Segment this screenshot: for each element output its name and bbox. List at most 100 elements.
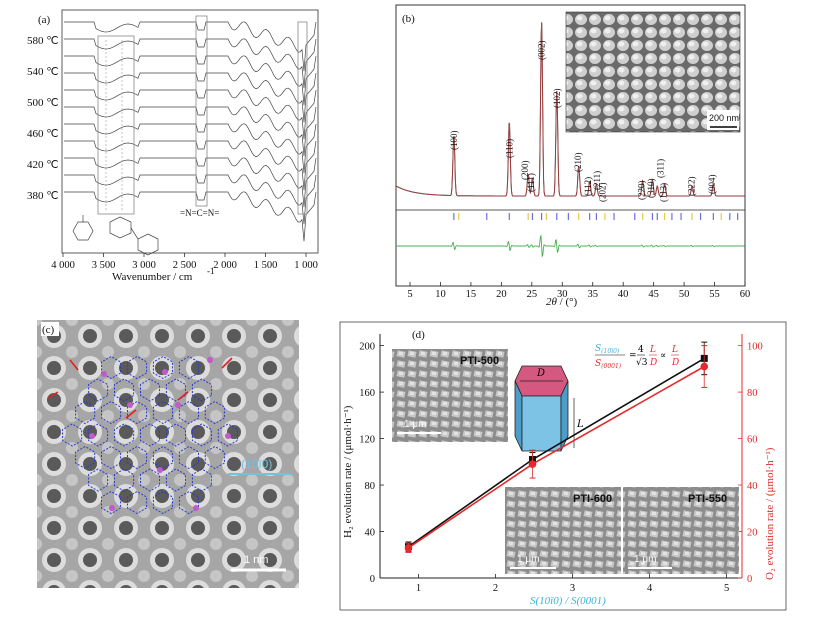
arrow-marker	[221, 357, 233, 369]
right-y-label: O₂ evolution rate / (μmol·h⁻¹)	[764, 447, 776, 580]
panel-a-xlabel-sup: -1	[207, 266, 215, 276]
data-point	[700, 362, 709, 371]
triazine-ring	[101, 490, 122, 515]
triazine-ring	[101, 355, 122, 380]
panel-b-xtick: 30	[557, 289, 568, 300]
right-axis-ticks: 0 20 40 60 80 100	[738, 342, 763, 585]
peak-label: (112)	[583, 177, 593, 196]
xrd-pattern	[395, 22, 745, 197]
x-tick: 2	[493, 583, 498, 594]
temperature-label: 420 ℃	[27, 159, 59, 171]
xrd-calculated	[395, 22, 745, 197]
peak-label: (102)	[552, 89, 562, 109]
peak-label: (111)	[526, 173, 536, 192]
panel-b: (b) (100) (110)(200)(111)(002)(102)(210)(…	[395, 4, 750, 308]
triazine-ring	[204, 445, 225, 470]
panel-a-xtick: 2 500	[173, 260, 197, 271]
triazine-ring	[62, 423, 83, 447]
scale-bar-c-label: 1 nm	[244, 554, 268, 566]
ftir-trace	[64, 21, 317, 72]
triazine-ring	[178, 355, 199, 380]
data-point	[528, 460, 537, 468]
triazine-ring	[152, 490, 173, 515]
peak-label: (113)	[658, 183, 668, 202]
triazine-ring	[127, 400, 148, 425]
triazine-ring	[165, 378, 186, 402]
ftir-trace	[64, 38, 317, 89]
pti550-label: PTI-550	[688, 493, 727, 505]
prism-l-label: L	[576, 419, 584, 430]
x-tick: 1	[416, 583, 421, 594]
svg-text:D: D	[649, 358, 657, 368]
left-axis-ticks: 0 40 80 120 160 200	[359, 342, 384, 585]
pti500-label: PTI-500	[460, 355, 499, 367]
panel-b-xlabel: 2θ / (°)	[546, 296, 578, 308]
right-ytick: 100	[747, 342, 763, 353]
data-point	[404, 543, 413, 552]
panel-a: (a) 580 ℃ 540 ℃ 500 ℃ 460 ℃ 420 ℃ 380 ℃ =N=C=…	[27, 9, 319, 283]
temperature-label: 380 ℃	[27, 190, 59, 202]
ftir-trace	[64, 72, 317, 123]
atom-marker	[225, 433, 231, 439]
peak-labels: (100) (110) (200)(111) (002) (102) (210)(112)…	[449, 41, 717, 203]
residual-trace	[396, 234, 745, 258]
arrow-marker	[177, 391, 189, 401]
triazine-ring	[75, 445, 96, 470]
triazine-ring	[191, 468, 212, 492]
panel-a-xtick: 2 000	[213, 260, 237, 271]
peak-label: (200)	[520, 161, 530, 181]
melamine-structure-icon	[72, 215, 159, 256]
panel-d-label: (d)	[412, 329, 425, 341]
triazine-ring	[88, 468, 109, 492]
triazine-ring	[165, 468, 186, 492]
left-ytick: 120	[359, 435, 375, 446]
panel-b-xtick: 55	[709, 289, 720, 300]
panel-b-xtick: 15	[466, 289, 477, 300]
svg-text:D: D	[671, 358, 679, 368]
atom-marker	[207, 357, 213, 363]
svg-text:L: L	[649, 345, 656, 355]
triazine-ring	[191, 423, 212, 447]
x-axis-label: S(10ī0) / S(0001)	[530, 595, 606, 607]
scale-bar-b: 200 nm	[709, 113, 739, 123]
x-tick: 3	[570, 583, 575, 594]
peak-label: (202)	[598, 183, 608, 203]
triazine-ring	[152, 355, 173, 380]
triazine-region-box	[297, 21, 308, 215]
svg-text:S(0001): S(0001)	[595, 359, 622, 370]
panel-a-xtick: 3 500	[92, 260, 116, 271]
bragg-positions	[453, 213, 739, 220]
atom-marker	[89, 433, 95, 439]
svg-text:=: =	[629, 351, 637, 361]
temperature-label: 580 ℃	[27, 35, 59, 47]
panel-b-xtick: 10	[435, 289, 446, 300]
panel-b-xtick: 35	[587, 289, 598, 300]
triazine-ring	[152, 445, 173, 470]
atom-marker	[157, 467, 163, 473]
triazine-ring	[178, 445, 199, 470]
sem-inset-pti550	[623, 487, 739, 574]
triazine-ring	[140, 378, 160, 402]
ncn-region-box	[195, 15, 208, 207]
panel-b-xtick: 40	[618, 289, 629, 300]
arrow-marker	[69, 359, 79, 371]
ftir-trace	[64, 123, 317, 174]
sem-inset-pti500	[392, 349, 508, 442]
panel-b-xtick: 25	[527, 289, 538, 300]
panel-d-frame	[339, 321, 787, 611]
panel-a-xtick: 1 000	[294, 260, 318, 271]
series-layer	[404, 341, 709, 553]
triazine-ring	[152, 400, 173, 425]
triazine-ring	[114, 468, 135, 492]
hexagonal-prism-icon: D L	[514, 365, 584, 452]
triazine-ring	[217, 423, 238, 447]
peak-label: (220)	[637, 181, 647, 201]
pti550-scale: 1 μm	[634, 554, 656, 565]
panel-a-frame	[61, 9, 319, 254]
panel-a-xticks: 4 000 3 500 3 000 2 500 2 000 1 500 1 000	[51, 253, 318, 271]
peak-label: (210)	[573, 153, 583, 173]
triazine-ring	[204, 400, 225, 425]
prism-d-label: D	[536, 368, 545, 379]
svg-text:S(10ī0): S(10ī0)	[595, 344, 620, 355]
atom-marker	[193, 505, 199, 511]
